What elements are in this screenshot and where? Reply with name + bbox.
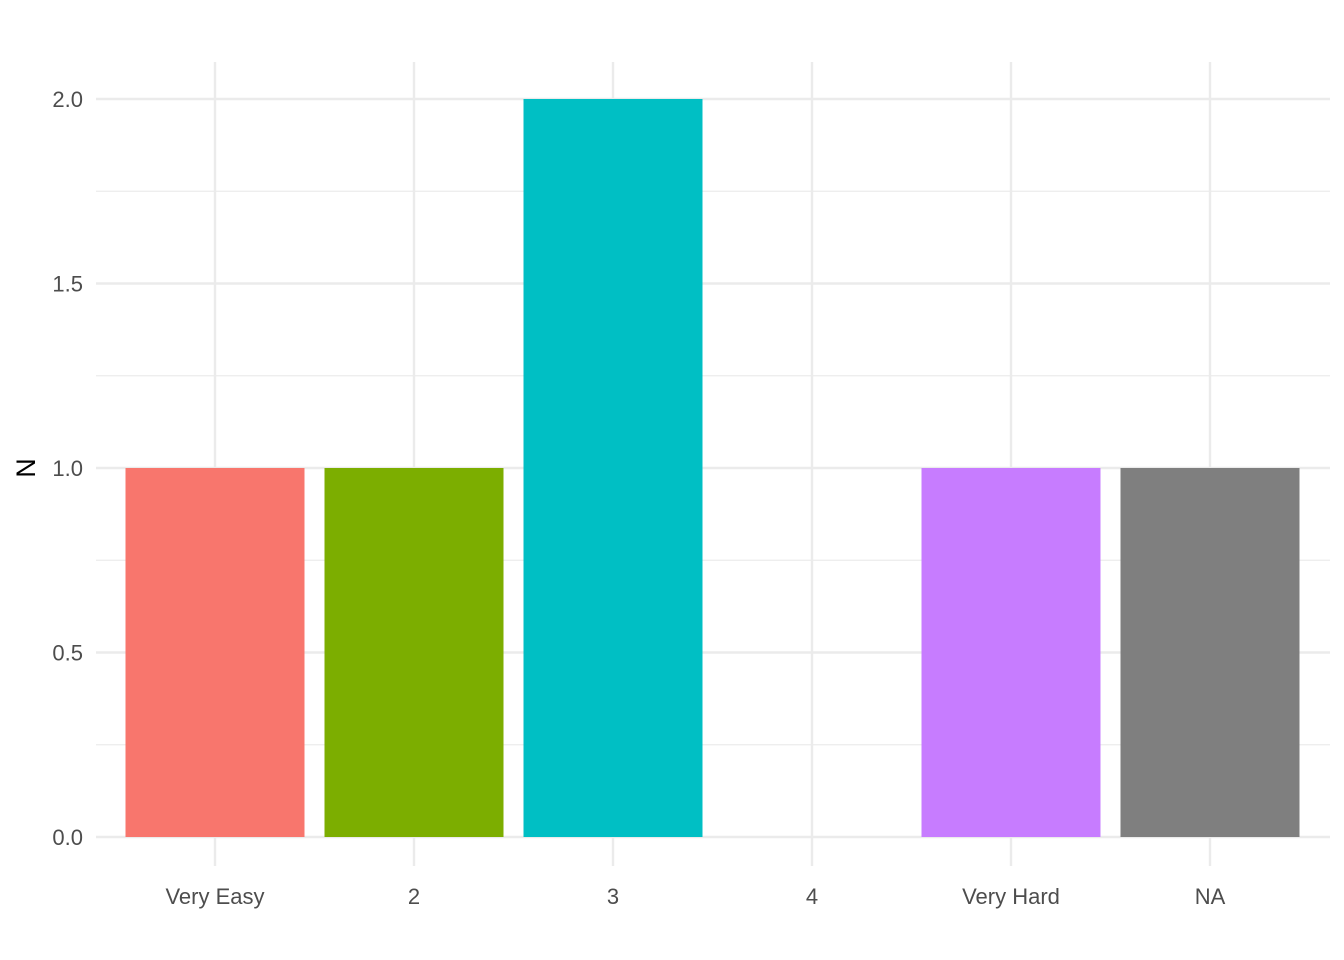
x-tick-label: 3 (607, 884, 619, 909)
y-tick-label: 0.0 (52, 825, 83, 850)
bar (921, 468, 1101, 837)
y-tick-label: 1.0 (52, 456, 83, 481)
y-tick-label: 2.0 (52, 87, 83, 112)
bar (1120, 468, 1300, 837)
x-tick-label: NA (1195, 884, 1226, 909)
y-tick-label: 0.5 (52, 641, 83, 666)
x-tick-label: 2 (408, 884, 420, 909)
y-tick-label: 1.5 (52, 272, 83, 297)
y-axis-tick-labels: 0.0 0.5 1.0 1.5 2.0 (52, 87, 83, 850)
x-tick-label: 4 (806, 884, 818, 909)
bar (125, 468, 305, 837)
x-axis-tick-labels: Very Easy 2 3 4 Very Hard NA (165, 884, 1225, 909)
x-tick-label: Very Easy (165, 884, 264, 909)
y-axis-title: N (11, 458, 41, 478)
bars (125, 99, 1300, 837)
x-tick-label: Very Hard (962, 884, 1060, 909)
bar (324, 468, 504, 837)
bar (523, 99, 703, 837)
